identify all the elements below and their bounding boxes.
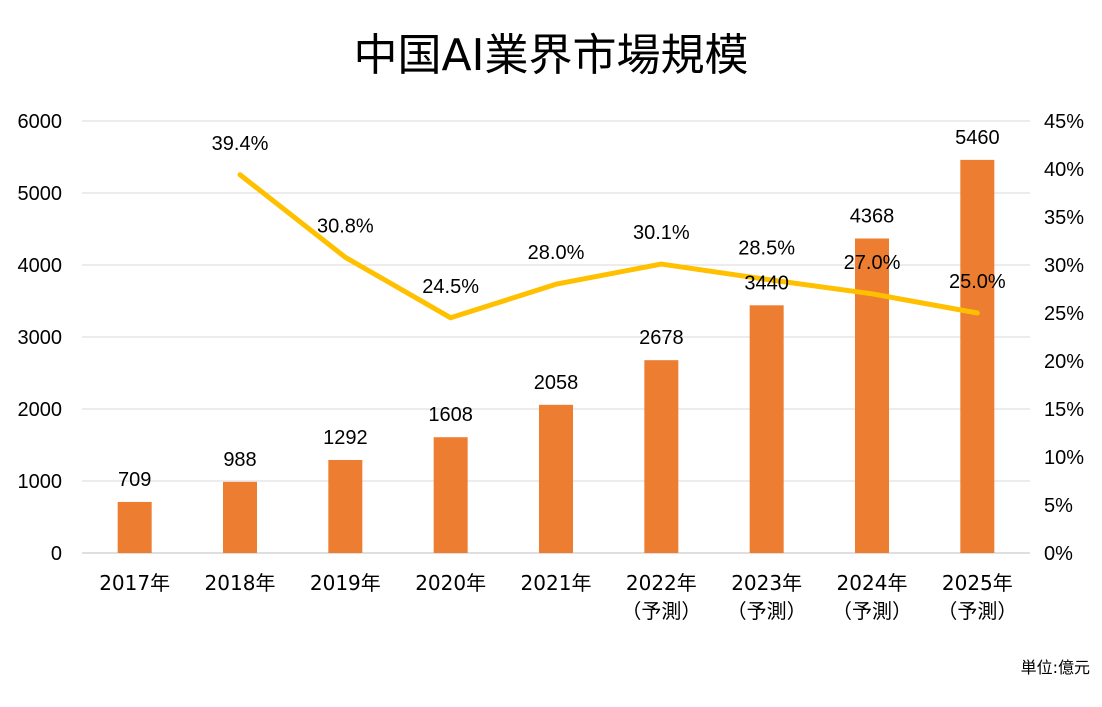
bar [960, 159, 995, 553]
y-right-tick-label: 5% [1044, 495, 1073, 517]
line-data-label: 27.0% [844, 252, 901, 274]
x-category-label: （予測） [937, 599, 1017, 623]
bar-data-label: 4368 [850, 206, 895, 228]
y-right-tick-label: 0% [1044, 543, 1073, 565]
bar [433, 437, 468, 553]
bar-series [117, 159, 995, 553]
x-category-label: （予測） [727, 599, 807, 623]
bar-data-label: 1608 [428, 404, 473, 426]
bar [328, 459, 363, 553]
x-category-label: 2022年 [626, 571, 697, 595]
line-data-label: 39.4% [212, 133, 269, 155]
line-series [237, 172, 980, 321]
y-left-tick-label: 3000 [18, 327, 63, 349]
x-category-label: 2021年 [521, 571, 592, 595]
y-left-tick-label: 0 [51, 543, 62, 565]
x-category-label: 2019年 [310, 571, 381, 595]
bar [223, 481, 257, 553]
y-right-tick-label: 30% [1044, 255, 1084, 277]
bar [117, 501, 152, 553]
line-data-label: 28.5% [738, 237, 795, 259]
y-right-tick-label: 40% [1044, 159, 1084, 181]
growth-rate-line [237, 172, 980, 321]
unit-note: 単位:億元 [1021, 658, 1090, 677]
line-data-label: 25.0% [949, 271, 1006, 293]
x-category-label: （予測） [621, 599, 701, 623]
y-right-tick-label: 35% [1044, 207, 1084, 229]
y-right-tick-label: 20% [1044, 351, 1084, 373]
chart-title: 中国AI業界市場規模 [353, 30, 748, 81]
bar-data-label: 709 [118, 469, 151, 491]
y-left-tick-label: 5000 [18, 183, 63, 205]
bar-data-label: 5460 [955, 127, 1000, 149]
y-right-tick-label: 10% [1044, 447, 1084, 469]
y-right-tick-label: 45% [1044, 111, 1084, 133]
x-category-label: 2020年 [415, 571, 486, 595]
bar-data-label: 1292 [323, 427, 368, 449]
x-axis: 2017年 2018年 2019年 2020年 2021年 2022年 （予測） 2023年 （… [99, 571, 1017, 623]
bar-data-label: 3440 [744, 272, 789, 294]
x-category-label: 2025年 [942, 571, 1013, 595]
line-data-label: 28.0% [528, 242, 585, 264]
y-left-tick-label: 1000 [18, 471, 63, 493]
x-category-label: 2024年 [837, 571, 908, 595]
bar [644, 360, 679, 553]
bar-data-label: 988 [223, 449, 256, 471]
y-left-tick-label: 6000 [18, 111, 63, 133]
line-data-label: 30.1% [633, 222, 690, 244]
bar-data-labels: 709 988 1292 1608 2058 2678 3440 4368 5460 [118, 127, 1000, 491]
x-category-label: 2023年 [731, 571, 802, 595]
x-category-label: （予測） [832, 599, 912, 623]
bar-data-label: 2678 [639, 327, 684, 349]
bar-data-label: 2058 [534, 372, 579, 394]
line-data-labels: 39.4% 30.8% 24.5% 28.0% 30.1% 28.5% 27.0% 25.0% [212, 133, 1006, 298]
y-axis-right: 0% 5% 10% 15% 20% 25% 30% 35% 40% 45% [1044, 111, 1084, 565]
y-left-tick-label: 4000 [18, 255, 63, 277]
line-data-label: 30.8% [317, 215, 374, 237]
x-category-label: 2018年 [205, 571, 276, 595]
y-left-tick-label: 2000 [18, 399, 63, 421]
y-right-tick-label: 25% [1044, 303, 1084, 325]
y-right-tick-label: 15% [1044, 399, 1084, 421]
bar [749, 305, 784, 553]
x-category-label: 2017年 [99, 571, 170, 595]
bar [855, 238, 889, 553]
y-axis-left: 0 1000 2000 3000 4000 5000 6000 [18, 111, 63, 565]
bar [539, 404, 573, 553]
line-data-label: 24.5% [422, 276, 479, 298]
